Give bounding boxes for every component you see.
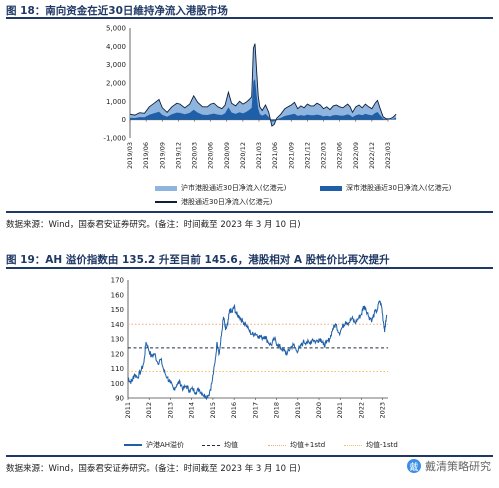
y-tick-label: 130: [111, 336, 124, 344]
x-tick-label: 2019/09: [158, 142, 166, 169]
legend-label-ah: 沪港AH溢价: [146, 441, 185, 449]
watermark-logo-icon: 戴: [407, 459, 421, 473]
y-tick-label: 5,000: [106, 25, 126, 33]
legend-swatch-sh: [155, 185, 177, 191]
legend-item-ah: 沪港AH溢价: [124, 440, 184, 450]
y-tick-label: 0: [122, 116, 126, 124]
legend-item-mean: 均值: [202, 440, 238, 450]
x-tick-label: 2022/12: [368, 142, 376, 169]
watermark: 戴 戴清策略研究: [407, 458, 491, 474]
x-tick-label: 2020: [315, 402, 323, 419]
x-tick-label: 2018: [273, 402, 281, 419]
x-tick-label: 2017: [251, 402, 259, 419]
series-total-line: [129, 43, 397, 127]
x-tick-label: 2019/12: [174, 142, 182, 169]
x-tick-label: 2020/12: [239, 142, 247, 169]
legend-swatch-plus1std: [268, 444, 286, 446]
legend-item-sh: 沪市港股通近30日净流入(亿港元): [155, 183, 286, 193]
figure-18-title: 图 18：南向资金在近30日維持净流入港股市场: [6, 5, 228, 17]
legend-swatch-total: [155, 201, 177, 203]
legend-item-total: 港股通近30日净流入(亿港元): [155, 197, 272, 207]
x-tick-label: 2022/06: [336, 142, 344, 169]
x-tick-label: 2020/09: [223, 142, 231, 169]
legend-label-minus1std: 均值-1std: [366, 441, 398, 449]
figure-18-source: 数据来源：Wind，国泰君安证券研究。(备注：时间截至 2023 年 3 月 1…: [6, 220, 301, 230]
y-tick-label: 3,000: [106, 61, 126, 69]
legend-label-total: 港股通近30日净流入(亿港元): [181, 198, 273, 206]
legend-label-sh: 沪市港股通近30日净流入(亿港元): [181, 184, 287, 192]
legend-label-mean: 均值: [224, 441, 238, 449]
figure-19-source: 数据来源：Wind，国泰君安证券研究。(备注：时间截至 2023 年 3 月 1…: [6, 464, 301, 474]
y-tick-label: 160: [111, 291, 124, 299]
watermark-text: 戴清策略研究: [425, 460, 491, 473]
legend-swatch-ah: [124, 444, 142, 446]
x-tick-label: 2020/03: [191, 142, 199, 169]
y-tick-label: -1,000: [103, 135, 126, 143]
legend-label-sz: 深市港股通近30日净流入(亿港元): [346, 184, 452, 192]
legend-item-plus1std: 均值+1std: [268, 440, 325, 450]
legend-item-sz: 深市港股通近30日净流入(亿港元): [320, 183, 451, 193]
x-tick-label: 2020/06: [207, 142, 215, 169]
legend-swatch-minus1std: [344, 444, 362, 446]
figure-19-title-rule: [6, 267, 493, 269]
y-tick-label: 2,000: [106, 80, 126, 88]
x-tick-label: 2015: [209, 402, 217, 419]
series-sz-area: [130, 79, 397, 122]
x-tick-label: 2016: [230, 402, 238, 419]
figure-19-bottom-rule: [6, 455, 493, 457]
y-tick-label: 100: [111, 380, 124, 388]
x-tick-label: 2022: [357, 402, 365, 419]
y-tick-label: 150: [111, 306, 124, 314]
x-tick-label: 2021/03: [255, 142, 263, 169]
y-tick-label: 4,000: [106, 43, 126, 51]
x-tick-label: 2023: [379, 402, 387, 419]
y-tick-label: 90: [115, 395, 124, 403]
y-tick-label: 110: [111, 365, 124, 373]
legend-label-plus1std: 均值+1std: [290, 441, 326, 449]
x-tick-label: 2021/09: [287, 142, 295, 169]
figure-19-title: 图 19：AH 溢价指数由 135.2 升至目前 145.6，港股相对 A 股性…: [6, 254, 390, 266]
figure-18-bottom-rule: [6, 211, 493, 213]
x-tick-label: 2023/03: [384, 142, 392, 169]
x-tick-label: 2022/03: [320, 142, 328, 169]
x-tick-label: 2012: [145, 402, 153, 419]
x-tick-label: 2022/09: [352, 142, 360, 169]
ah-premium-line: [127, 300, 388, 401]
legend-swatch-sz: [320, 185, 342, 191]
y-tick-label: 170: [111, 277, 124, 285]
y-tick-label: 140: [111, 321, 124, 329]
southbound-flow-chart: -1,000 0 1,000 2,000 3,000 4,000 5,000 2019/03 2…: [103, 25, 397, 169]
x-tick-label: 2011: [124, 402, 132, 419]
y-tick-label: 1,000: [106, 98, 126, 106]
y-tick-label: 120: [111, 350, 124, 358]
x-tick-label: 2021/12: [303, 142, 311, 169]
x-tick-label: 2013: [166, 402, 174, 419]
x-tick-label: 2014: [188, 402, 196, 419]
x-tick-label: 2021/06: [271, 142, 279, 169]
ah-premium-chart: 90 100 110 120 130 140 150 160 170 2011 2012 2013 20…: [111, 277, 388, 419]
series-sh-area: [130, 43, 397, 127]
x-tick-label: 2019/06: [142, 142, 150, 169]
x-tick-label: 2019/03: [126, 142, 134, 169]
x-tick-label: 2019: [294, 402, 302, 419]
legend-item-minus1std: 均值-1std: [344, 440, 398, 450]
x-tick-label: 2021: [336, 402, 344, 419]
figure-18-title-rule: [6, 17, 493, 19]
legend-swatch-mean: [202, 444, 220, 446]
